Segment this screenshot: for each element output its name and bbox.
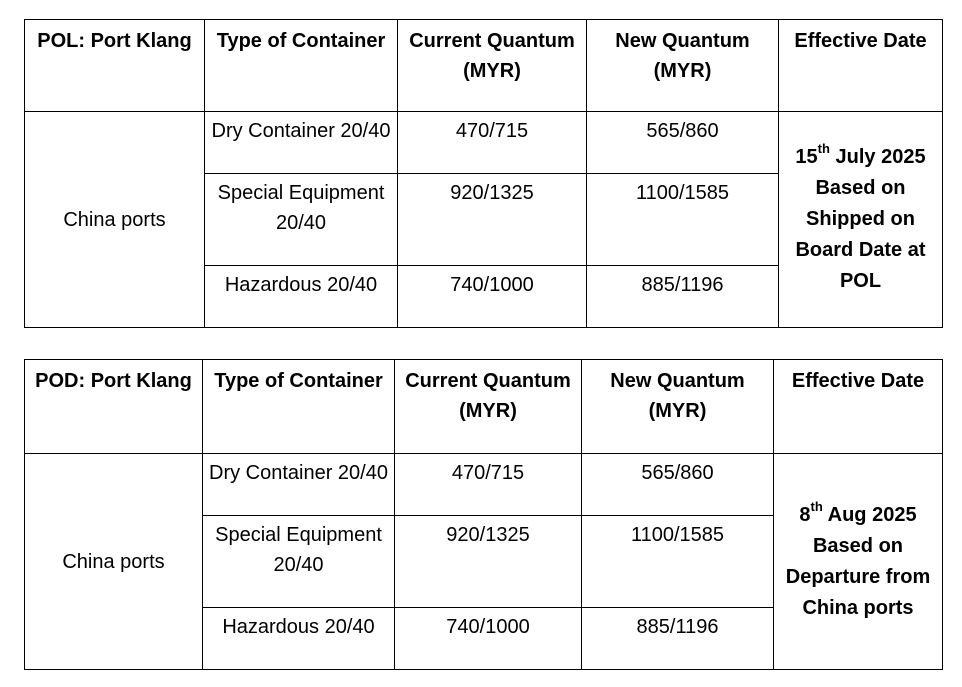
container-type-cell: Dry Container 20/40 [204,111,398,174]
new-quantum-cell: 885/1196 [586,265,779,328]
table-row: Hazardous 20/40 740/1000 885/1196 [25,607,943,670]
header-current-quantum: Current Quantum (MYR) [394,359,582,454]
new-quantum-cell: 1100/1585 [581,515,774,608]
effective-date-cell: 8th Aug 2025 Based on Departure from Chi… [773,453,943,670]
pol-rate-table: POL: Port Klang Type of Container Curren… [24,19,943,328]
header-new-quantum: New Quantum (MYR) [581,359,774,454]
effective-day: 8 [799,503,811,526]
table-row: China ports Dry Container 20/40 470/715 … [24,453,943,670]
new-quantum-cell: 885/1196 [581,607,774,670]
current-quantum-cell: 740/1000 [397,265,587,328]
header-effective-date: Effective Date [778,19,943,112]
effective-note: Based on Departure from China ports [785,534,931,619]
container-type-cell: Dry Container 20/40 [202,453,395,516]
effective-day: 15 [795,146,818,168]
table-row: Hazardous 20/40 740/1000 885/1196 [25,265,943,328]
origin-cell: China ports [24,453,203,670]
new-quantum-cell: 1100/1585 [586,173,779,266]
header-current-quantum: Current Quantum (MYR) [397,19,587,112]
effective-month-year: July 2025 [835,146,926,168]
effective-date-cell: 15th July 2025 Based on Shipped on Board… [778,111,943,328]
table-row: Special Equipment 20/40 920/1325 1100/15… [25,173,943,266]
table-row: Special Equipment 20/40 920/1325 1100/15… [25,515,943,608]
current-quantum-cell: 470/715 [394,453,582,516]
current-quantum-cell: 740/1000 [394,607,582,670]
pod-rate-table: POD: Port Klang Type of Container Curren… [24,359,943,670]
new-quantum-cell: 565/860 [581,453,774,516]
current-quantum-cell: 470/715 [397,111,587,174]
header-container-type: Type of Container [202,359,395,454]
header-row: POD: Port Klang Type of Container Curren… [24,359,943,454]
container-type-cell: Special Equipment 20/40 [204,173,398,266]
current-quantum-cell: 920/1325 [397,173,587,266]
effective-note: Based on Shipped on Board Date at POL [795,177,926,292]
table-row: China ports Dry Container 20/40 470/715 … [24,111,943,328]
container-type-cell: Special Equipment 20/40 [202,515,395,608]
header-row: POL: Port Klang Type of Container Curren… [24,19,943,112]
effective-day-suffix: th [817,141,830,157]
effective-month-year: Aug 2025 [827,503,917,526]
header-container-type: Type of Container [204,19,398,112]
header-new-quantum: New Quantum (MYR) [586,19,779,112]
effective-day-suffix: th [810,498,823,514]
container-type-cell: Hazardous 20/40 [204,265,398,328]
current-quantum-cell: 920/1325 [394,515,582,608]
header-port: POD: Port Klang [24,359,203,454]
new-quantum-cell: 565/860 [586,111,779,174]
origin-cell: China ports [24,111,205,328]
header-effective-date: Effective Date [773,359,943,454]
container-type-cell: Hazardous 20/40 [202,607,395,670]
header-port: POL: Port Klang [24,19,205,112]
